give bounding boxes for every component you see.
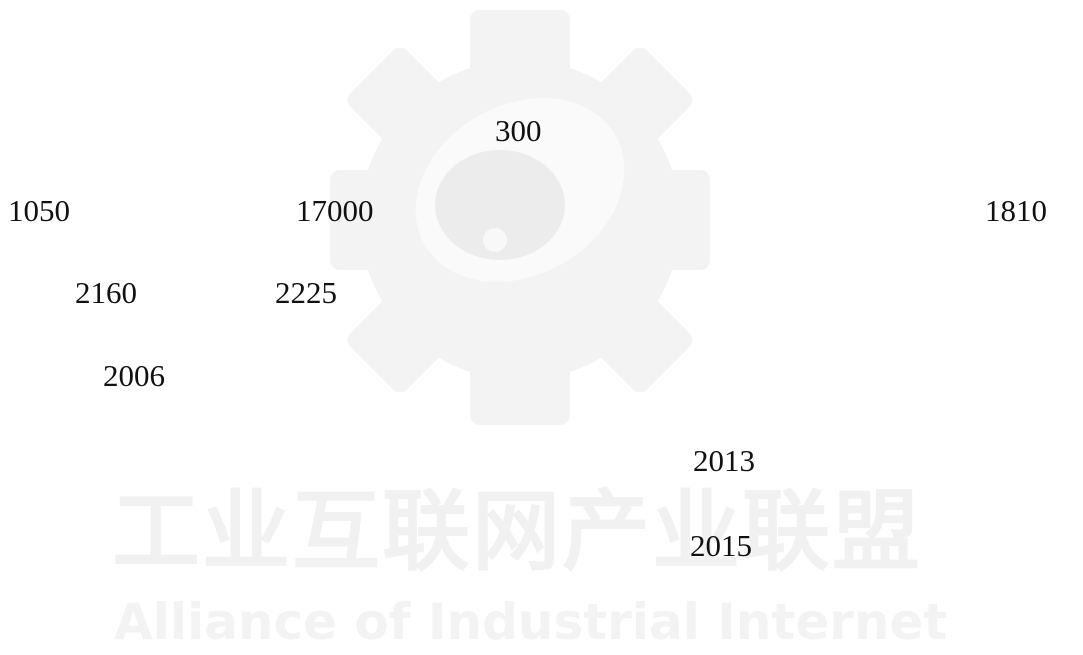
- number: 2160: [75, 275, 137, 310]
- number: 300: [495, 113, 542, 148]
- watermark-logo: [330, 10, 710, 425]
- number: 1050: [8, 193, 70, 228]
- number: 17000: [296, 193, 374, 228]
- number: 2225: [275, 275, 337, 310]
- number: 2015: [690, 528, 752, 563]
- number: 1810: [985, 193, 1047, 228]
- number: 2006: [103, 358, 165, 393]
- watermark-title-cn: 工业互联网产业联盟: [112, 480, 923, 583]
- watermark-title-en: Alliance of Industrial Internet: [114, 593, 948, 651]
- number: 2013: [693, 443, 755, 478]
